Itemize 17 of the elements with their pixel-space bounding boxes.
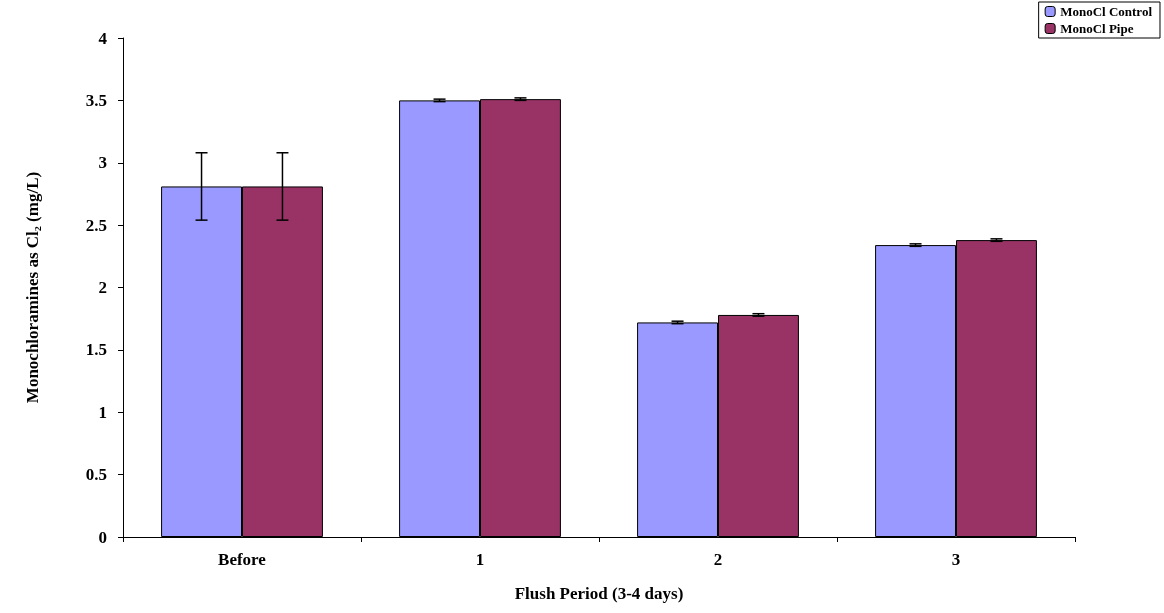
x-tick-label: 3 (951, 550, 961, 569)
x-tick-label: 1 (475, 550, 485, 569)
legend-label: MonoCl Control (1060, 4, 1153, 19)
x-tick-label: Before (218, 550, 267, 569)
y-tick-label: 2 (98, 278, 107, 297)
y-tick-label: 1.5 (85, 340, 107, 360)
y-tick-label: 1 (98, 402, 107, 422)
y-tick-label: 0.5 (85, 465, 107, 485)
x-tick-label: 2 (713, 550, 723, 569)
y-tick-label: 0 (98, 527, 107, 547)
y-tick-label: 3 (98, 153, 107, 173)
y-tick-label: 2.5 (85, 215, 107, 235)
y-tick-label: 3.5 (85, 90, 107, 110)
x-axis-title: Flush Period (3-4 days) (514, 584, 684, 603)
legend-label: MonoCl Pipe (1060, 21, 1134, 36)
y-axis-title: Monochloramines as Cl₂ (mg/L) (23, 171, 42, 404)
y-tick-label: 4 (98, 28, 108, 48)
